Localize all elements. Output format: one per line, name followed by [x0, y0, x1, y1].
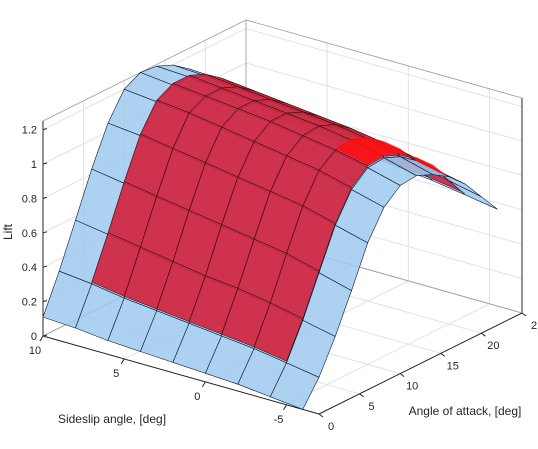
x-tick-mark — [318, 413, 324, 418]
z-tick-label: 1 — [31, 159, 37, 171]
z-tick-mark — [42, 231, 48, 234]
z-tick-mark — [42, 162, 48, 165]
y-tick-label: 5 — [113, 368, 119, 380]
x-tick-mark — [481, 332, 486, 337]
x-tick-label: 10 — [406, 381, 418, 393]
z-tick-label: 0 — [31, 331, 37, 343]
surface-mesh — [42, 64, 498, 410]
z-tick-label: 0.8 — [22, 193, 37, 205]
axis-edge — [42, 19, 247, 122]
wall-gridline-z — [245, 28, 523, 108]
tick-labels: 0 0.2 0.4 0.6 0.8 1 1.2 -5 0 5 10 0 5 10 15 20 2 — [22, 125, 537, 433]
y-tick-mark — [283, 404, 287, 411]
x-tick-mark — [440, 352, 446, 357]
mesh-cell — [448, 180, 498, 210]
y-tick-mark — [201, 381, 206, 388]
ridge-highlight — [335, 137, 449, 178]
x-tick-mark — [521, 312, 527, 317]
mesh-cell — [269, 362, 320, 410]
y-tick-mark — [39, 335, 44, 342]
z-axis-label: Lift — [1, 223, 15, 240]
x-tick-label: 5 — [369, 401, 375, 413]
model-surface-cell — [253, 302, 304, 362]
x-tick-mark — [399, 373, 405, 378]
z-tick-label: 1.2 — [22, 125, 37, 137]
x-tick-label: 20 — [487, 340, 499, 352]
axis-edge — [42, 335, 320, 415]
floor-gridline-y — [286, 303, 490, 406]
x-tick-mark — [359, 393, 364, 398]
axis-edge — [318, 312, 523, 415]
wall-gridline-z — [245, 62, 523, 142]
z-tick-label: 0.6 — [22, 228, 37, 240]
z-tick-label: 0.2 — [22, 297, 37, 309]
y-tick-label: -5 — [274, 414, 284, 426]
y-tick-mark — [120, 358, 125, 365]
z-tick-mark — [42, 300, 48, 303]
z-tick-mark — [42, 334, 48, 337]
z-tick-mark — [42, 265, 48, 268]
y-tick-label: 0 — [194, 391, 200, 403]
z-tick-label: 0.4 — [22, 262, 37, 274]
y-tick-label: 10 — [29, 345, 41, 357]
x-tick-label: 0 — [328, 421, 334, 433]
z-tick-mark — [42, 196, 48, 199]
x-axis-label: Angle of attack, [deg] — [409, 404, 522, 418]
y-axis-label: Sideslip angle, [deg] — [58, 412, 166, 426]
x-tick-label: 2 — [531, 320, 537, 332]
axis-edge — [245, 19, 523, 99]
x-tick-label: 15 — [447, 360, 459, 372]
z-tick-mark — [42, 128, 48, 131]
